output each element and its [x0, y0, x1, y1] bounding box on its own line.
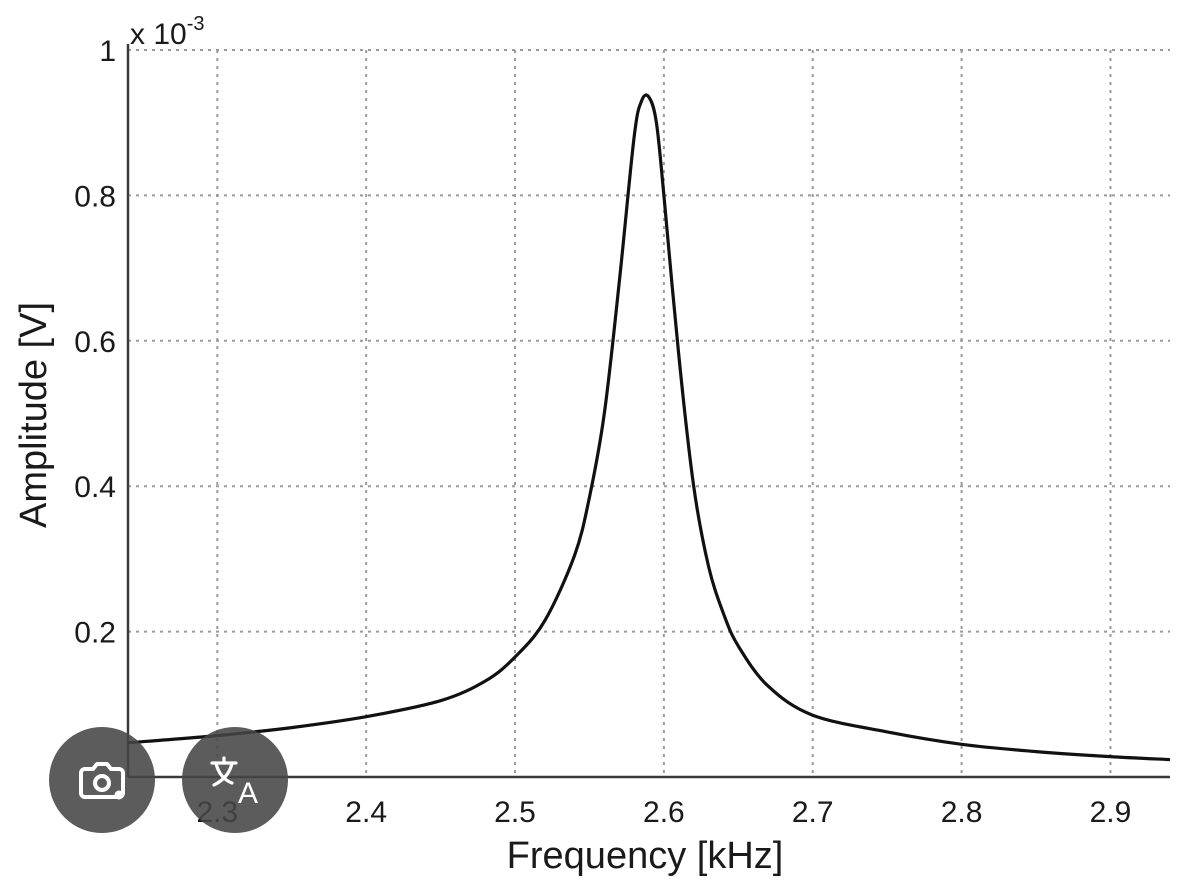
y-tick-label: 0.6	[74, 326, 116, 359]
x-tick-label: 2.4	[345, 796, 387, 829]
y-multiplier-label: x 10-3	[130, 13, 205, 51]
svg-text:A: A	[238, 777, 258, 810]
x-axis-label: Frequency [kHz]	[507, 835, 784, 877]
y-tick-labels: 0.2 0.4 0.6 0.8 1	[74, 35, 116, 650]
x-tick-label: 2.7	[792, 796, 834, 829]
y-axis-label: Amplitude [V]	[13, 302, 55, 528]
x-tick-label: 2.8	[941, 796, 983, 829]
y-tick-label: 0.4	[74, 471, 116, 504]
x-tick-labels: 2.32.42.52.62.72.82.9	[196, 796, 1131, 829]
x-tick-label: 2.5	[494, 796, 536, 829]
x-tick-label: 2.6	[643, 796, 685, 829]
translate-icon: A	[210, 756, 258, 810]
translate-button[interactable]: A	[182, 727, 288, 833]
axes	[126, 44, 1170, 779]
grid-lines	[128, 49, 1170, 777]
y-tick-label: 0.8	[74, 180, 116, 213]
y-tick-label: 1	[99, 35, 116, 68]
amplitude-curve	[127, 93, 1171, 762]
lens-search-button[interactable]	[49, 727, 155, 833]
x-tick-label: 2.9	[1090, 796, 1132, 829]
y-tick-label: 0.2	[74, 617, 116, 650]
camera-lens-icon	[79, 762, 125, 800]
